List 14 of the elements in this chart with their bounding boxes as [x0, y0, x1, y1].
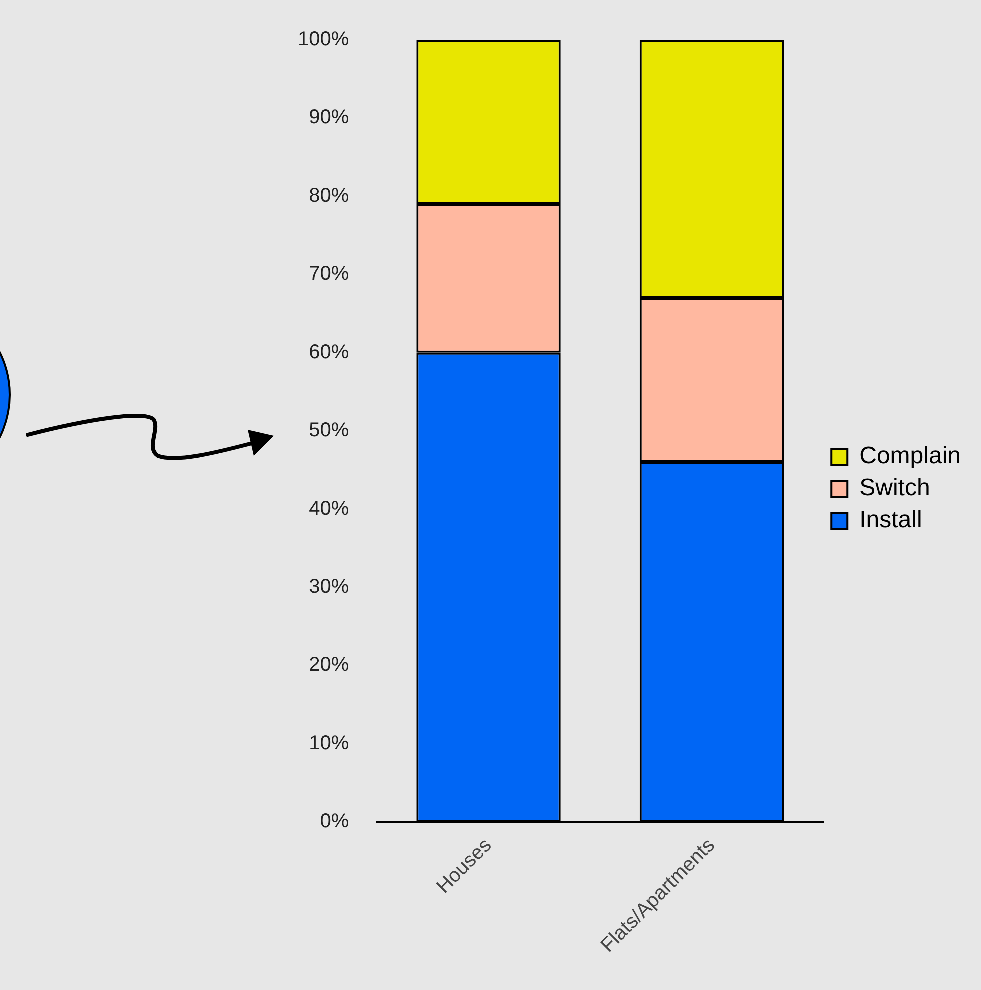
y-tick-label: 70% — [309, 263, 350, 286]
y-tick-label: 80% — [309, 184, 350, 207]
legend-label: Install — [860, 506, 922, 534]
y-tick-label: 60% — [309, 341, 350, 364]
y-tick-label: 50% — [309, 420, 350, 442]
y-tick-label: 40% — [309, 498, 350, 520]
y-tick-label: 0% — [320, 810, 350, 833]
y-tick-label: 30% — [309, 576, 350, 598]
y-tick-label: 10% — [309, 732, 350, 754]
y-tick-label: 90% — [309, 106, 350, 129]
y-tick-label: 20% — [309, 654, 350, 676]
legend-label: Complain — [860, 442, 962, 470]
legend-label: Switch — [860, 474, 930, 502]
y-tick-label: 100% — [298, 28, 350, 51]
